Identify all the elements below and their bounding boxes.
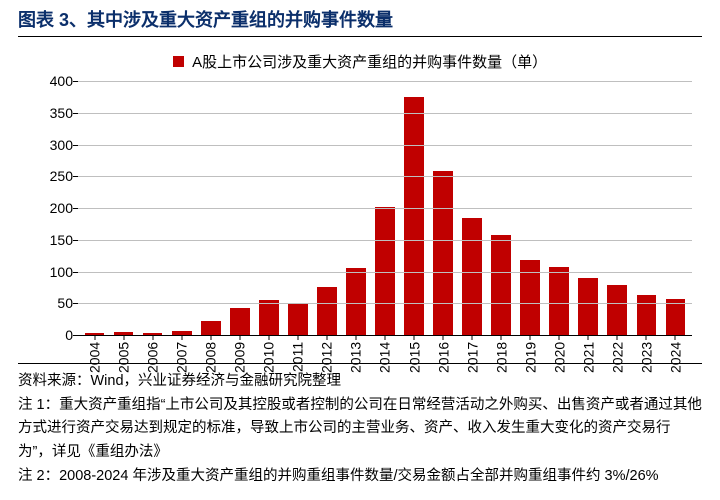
y-tick-label: 100 — [33, 264, 73, 280]
bar — [259, 300, 279, 335]
x-tick-label: 2023 — [632, 338, 661, 376]
x-tick-label: 2007 — [167, 338, 196, 376]
note-2: 注 2：2008-2024 年涉及重大资产重组的并购重组事件数量/交易金额占全部… — [18, 465, 702, 488]
x-tick-label: 2020 — [545, 338, 574, 376]
y-tick-label: 150 — [33, 232, 73, 248]
x-tick-label: 2010 — [254, 338, 283, 376]
bar — [288, 303, 308, 335]
x-tick-label: 2024 — [661, 338, 690, 376]
x-tick-label: 2006 — [138, 338, 167, 376]
x-tick-label: 2013 — [341, 338, 370, 376]
y-tick-mark — [73, 240, 78, 241]
x-tick-label: 2009 — [225, 338, 254, 376]
legend-label: A股上市公司涉及重大资产重组的并购事件数量（单） — [192, 54, 547, 71]
x-axis-labels: 2004200520062007200820092010201120122013… — [78, 338, 692, 376]
y-tick-mark — [73, 176, 78, 177]
x-tick-label: 2011 — [283, 338, 312, 376]
x-tick-label: 2012 — [312, 338, 341, 376]
legend-marker — [173, 56, 184, 67]
x-tick-label: 2019 — [516, 338, 545, 376]
y-tick-label: 300 — [33, 137, 73, 153]
grid-line — [78, 208, 692, 209]
notes-section: 资料来源：Wind，兴业证券经济与金融研究院整理 注 1：重大资产重组指“上市公… — [18, 363, 702, 488]
bar — [404, 97, 424, 335]
y-tick-mark — [73, 81, 78, 82]
bar — [462, 218, 482, 335]
x-tick-label: 2008 — [196, 338, 225, 376]
y-tick-mark — [73, 208, 78, 209]
x-tick-label: 2017 — [458, 338, 487, 376]
bar — [317, 287, 337, 335]
bar — [607, 285, 627, 335]
y-tick-label: 350 — [33, 105, 73, 121]
grid-line — [78, 272, 692, 273]
legend: A股上市公司涉及重大资产重组的并购事件数量（单） — [18, 51, 702, 72]
bar — [637, 295, 657, 335]
grid-line — [78, 240, 692, 241]
bar — [666, 299, 686, 335]
grid-line — [78, 303, 692, 304]
grid-line — [78, 81, 692, 82]
bar — [201, 321, 221, 335]
y-tick-mark — [73, 335, 78, 336]
grid-line — [78, 176, 692, 177]
y-tick-label: 200 — [33, 200, 73, 216]
note-1: 注 1：重大资产重组指“上市公司及其控股或者控制的公司在日常经营活动之外购买、出… — [18, 394, 702, 464]
y-tick-label: 400 — [33, 73, 73, 89]
bar — [230, 308, 250, 335]
x-tick-label: 2016 — [429, 338, 458, 376]
y-tick-mark — [73, 113, 78, 114]
bar — [578, 278, 598, 335]
x-tick-label: 2022 — [603, 338, 632, 376]
x-tick-label: 2004 — [80, 338, 109, 376]
chart-area: A股上市公司涉及重大资产重组的并购事件数量（单） 050100150200250… — [18, 41, 702, 361]
y-tick-label: 0 — [33, 327, 73, 343]
y-tick-label: 50 — [33, 295, 73, 311]
bar — [491, 235, 511, 335]
grid-line — [78, 113, 692, 114]
y-tick-mark — [73, 145, 78, 146]
bar — [433, 171, 453, 335]
y-tick-mark — [73, 272, 78, 273]
chart-title: 图表 3、其中涉及重大资产重组的并购事件数量 — [18, 6, 702, 32]
x-tick-label: 2021 — [574, 338, 603, 376]
plot-region: 050100150200250300350400 — [78, 81, 692, 336]
x-tick-label: 2018 — [487, 338, 516, 376]
x-tick-label: 2015 — [400, 338, 429, 376]
grid-line — [78, 145, 692, 146]
y-tick-mark — [73, 303, 78, 304]
bar — [346, 268, 366, 335]
y-tick-label: 250 — [33, 168, 73, 184]
bar — [549, 267, 569, 335]
x-tick-label: 2014 — [370, 338, 399, 376]
chart-title-row: 图表 3、其中涉及重大资产重组的并购事件数量 — [18, 6, 702, 37]
x-tick-label: 2005 — [109, 338, 138, 376]
